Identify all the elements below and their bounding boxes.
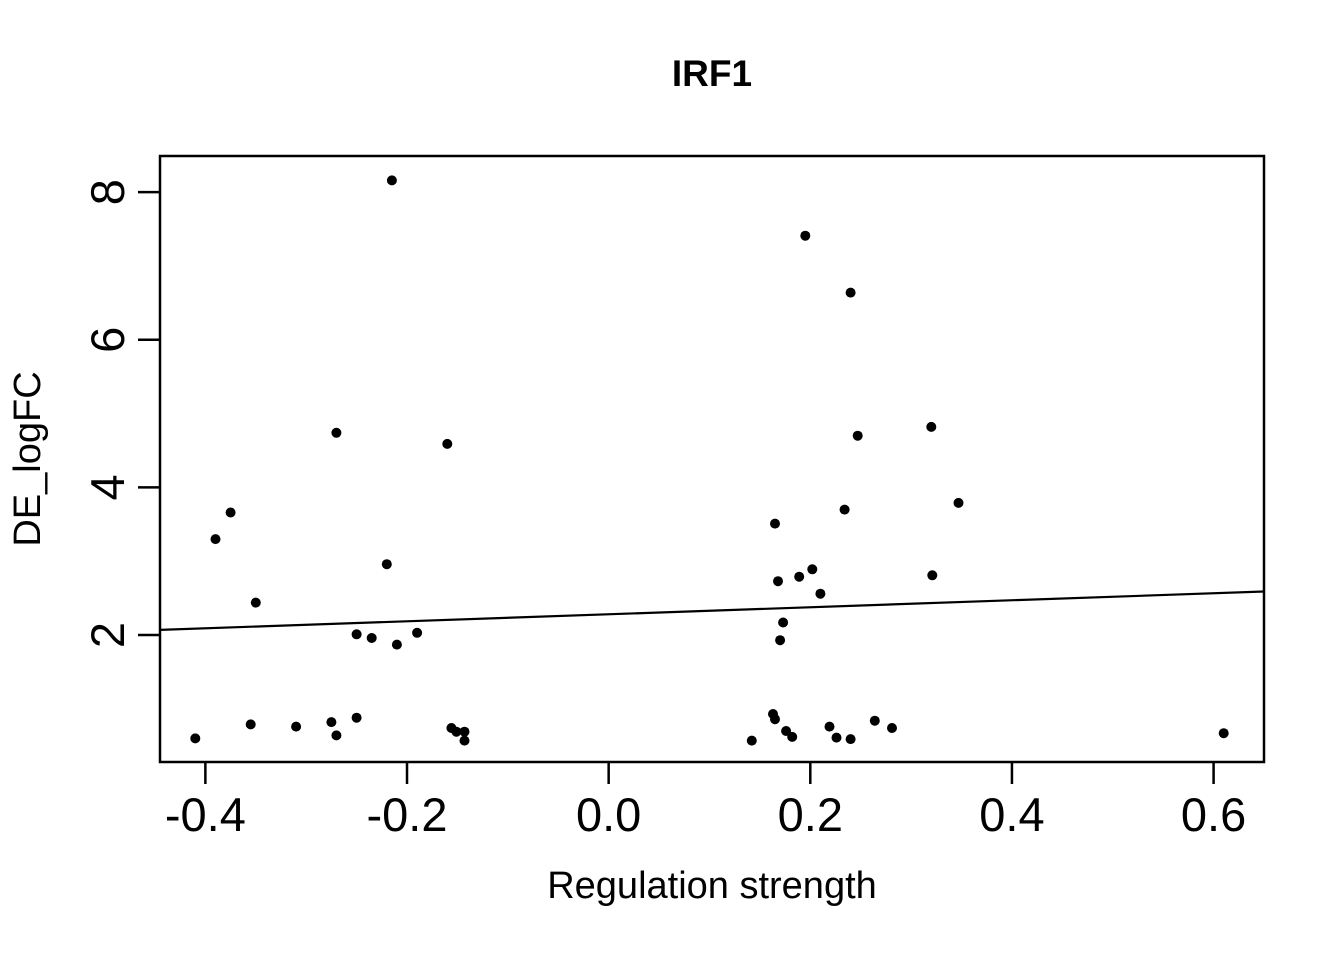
data-point (331, 427, 342, 438)
y-axis-tick-labels: 2 4 6 8 (81, 179, 134, 648)
data-point (770, 714, 780, 725)
data-point (869, 715, 880, 726)
y-axis-label: DE_logFC (7, 371, 49, 546)
data-point (778, 617, 789, 628)
data-point (773, 576, 783, 587)
data-point (442, 438, 453, 449)
data-point (887, 723, 897, 733)
data-point (845, 287, 856, 298)
data-point (366, 633, 377, 643)
data-point (351, 629, 362, 640)
x-axis-ticks (204, 762, 1215, 784)
data-point (794, 571, 805, 582)
data-point (787, 731, 798, 742)
data-point (412, 627, 423, 638)
data-point (775, 635, 786, 646)
data-point (381, 559, 392, 570)
data-point (746, 735, 757, 746)
data-point (824, 721, 835, 732)
data-point (391, 639, 402, 650)
x-axis-tick-labels: -0.4 -0.2 0.0 0.2 0.4 0.6 (165, 788, 1246, 841)
data-point (245, 719, 256, 730)
data-point (386, 175, 397, 186)
x-tick-label: -0.4 (165, 788, 246, 841)
data-point (326, 717, 337, 728)
data-points (190, 175, 1229, 746)
data-point (459, 726, 470, 737)
x-tick-label: 0.0 (576, 788, 641, 841)
y-tick-label: 2 (81, 622, 134, 648)
data-point (331, 730, 342, 741)
data-point (210, 534, 221, 545)
data-point (926, 421, 937, 432)
data-point (845, 734, 856, 745)
x-tick-label: -0.2 (367, 788, 448, 841)
chart-title: IRF1 (672, 53, 752, 94)
data-point (815, 588, 826, 599)
regression-line (159, 590, 1265, 631)
data-point (927, 570, 938, 581)
data-point (190, 733, 201, 744)
data-point (225, 507, 236, 518)
data-point (852, 430, 863, 441)
y-tick-label: 8 (81, 179, 134, 205)
x-tick-label: 0.6 (1181, 788, 1246, 841)
data-point (351, 712, 362, 723)
data-point (250, 597, 261, 608)
data-point (800, 230, 811, 241)
data-point (770, 518, 780, 529)
y-tick-label: 6 (81, 327, 134, 353)
data-point (831, 732, 842, 743)
data-point (1218, 728, 1229, 739)
data-point (451, 726, 462, 737)
x-axis-label: Regulation strength (547, 865, 877, 907)
y-axis-ticks (138, 190, 160, 637)
data-point (807, 564, 818, 575)
data-point (953, 497, 964, 508)
plot-box (158, 154, 1266, 764)
data-point (839, 504, 850, 515)
y-tick-label: 4 (81, 474, 134, 500)
x-tick-label: 0.4 (979, 788, 1044, 841)
data-point (459, 735, 470, 746)
x-tick-label: 0.2 (778, 788, 843, 841)
data-point (291, 721, 302, 732)
